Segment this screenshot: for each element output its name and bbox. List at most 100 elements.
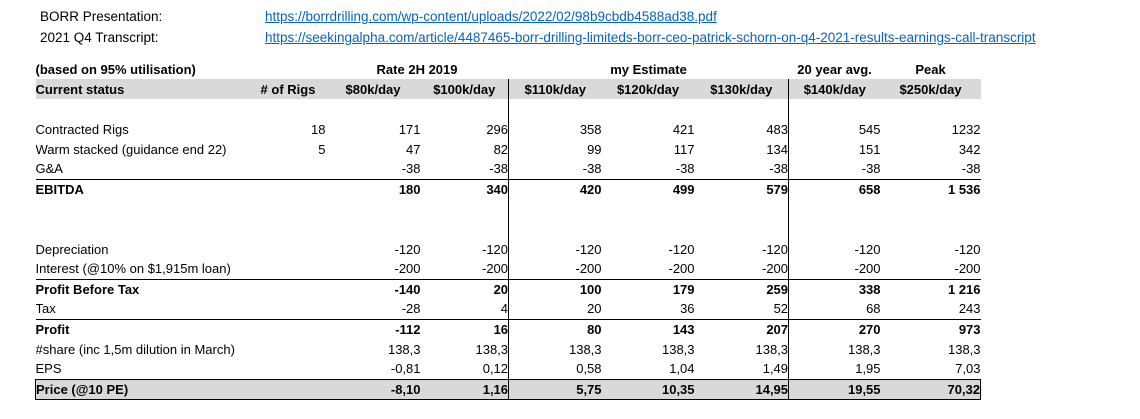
cell: 5 xyxy=(318,141,326,157)
row-label xyxy=(36,219,251,239)
cell: 1,04 xyxy=(669,361,695,377)
cell: 134 xyxy=(766,141,789,157)
presentation-label: BORR Presentation: xyxy=(40,9,163,24)
column-header-250k: $250k/day xyxy=(880,79,981,99)
transcript-link[interactable]: https://seekingalpha.com/article/4487465… xyxy=(265,30,1036,45)
group-rate-2h-2019: Rate 2H 2019 xyxy=(376,61,458,77)
row-label: Depreciation xyxy=(35,241,109,257)
cell xyxy=(421,199,509,219)
cell: 243 xyxy=(958,301,981,317)
cell xyxy=(251,359,326,379)
cell xyxy=(251,99,326,119)
table-row: Profit Before Tax -140 20 100 179 259 338 1 216 xyxy=(35,278,981,299)
cell xyxy=(695,99,789,119)
column-header-row: Current status # of Rigs $80k/day $100k/… xyxy=(35,79,981,99)
cell: 296 xyxy=(486,121,509,137)
row-label: EPS xyxy=(35,361,62,377)
cell: 420 xyxy=(508,178,602,199)
cell: -200 xyxy=(668,261,695,277)
cell: -120 xyxy=(668,241,695,257)
column-header-100k: $100k/day xyxy=(420,79,509,99)
cell: 1 536 xyxy=(880,178,981,199)
cell: 358 xyxy=(508,119,602,139)
cell: 52 xyxy=(773,301,789,317)
cell: 47 xyxy=(406,141,421,157)
cell: 70,32 xyxy=(880,378,982,400)
row-label xyxy=(36,99,251,119)
link-row-presentation: BORR Presentation: https://borrdrilling.… xyxy=(40,6,1140,27)
table-row xyxy=(36,219,981,239)
cell: -200 xyxy=(394,261,421,277)
table-row: #share (inc 1,5m dilution in March) 138,3… xyxy=(36,339,981,359)
cell: 20 xyxy=(420,278,509,299)
cell: -38 xyxy=(508,159,602,179)
table-row: Price (@10 PE) -8,10 1,16 5,75 10,35 14,95 19,… xyxy=(35,378,982,400)
cell: 82 xyxy=(493,141,509,157)
cell: 338 xyxy=(788,278,881,299)
cell: 14,95 xyxy=(694,378,789,400)
cell: 0,12 xyxy=(482,361,509,377)
row-label: Price (@10 PE) xyxy=(35,378,251,400)
cell xyxy=(602,99,695,119)
group-my-estimate: my Estimate xyxy=(610,61,687,77)
column-header-110k: $110k/day xyxy=(508,79,602,99)
cell xyxy=(250,318,326,339)
cell: 7,03 xyxy=(955,361,981,377)
column-header-80k: $80k/day xyxy=(325,79,421,99)
cell: 579 xyxy=(694,178,789,199)
table-row: Contracted Rigs 18 171 296 358 421 483 545 1232 xyxy=(36,119,981,139)
cell: 18 xyxy=(311,121,326,137)
table-row xyxy=(36,199,981,219)
cell: 1,16 xyxy=(420,378,509,400)
cell: -8,10 xyxy=(325,378,421,400)
cell xyxy=(788,199,881,219)
table-row: Interest (@10% on $1,915m loan) -200 -200-… xyxy=(36,259,981,279)
cell: 138,3 xyxy=(661,341,695,357)
cell xyxy=(326,99,421,119)
cell: -140 xyxy=(325,278,421,299)
cell: 421 xyxy=(672,121,695,137)
cell xyxy=(602,199,695,219)
cell: 10,35 xyxy=(601,378,695,400)
row-label: Interest (@10% on $1,915m loan) xyxy=(35,261,231,277)
group-20-year-avg: 20 year avg. xyxy=(797,61,872,77)
cell: 138,3 xyxy=(475,341,509,357)
cell: -200 xyxy=(788,259,881,279)
cell xyxy=(421,219,509,239)
utilisation-note: (based on 95% utilisation) xyxy=(35,61,196,77)
cell xyxy=(251,199,326,219)
cell: 5,75 xyxy=(508,378,602,400)
cell: 1 216 xyxy=(880,278,981,299)
cell: -38 xyxy=(769,161,789,177)
cell xyxy=(251,339,326,359)
presentation-link[interactable]: https://borrdrilling.com/wp-content/uplo… xyxy=(265,9,717,24)
cell: 138,3 xyxy=(755,341,789,357)
group-header-row: (based on 95% utilisation) Rate 2H 2019 … xyxy=(36,59,981,79)
cell: 138,3 xyxy=(508,339,602,359)
cell: 179 xyxy=(601,278,695,299)
cell xyxy=(421,99,509,119)
column-header-130k: $130k/day xyxy=(694,79,789,99)
cell: -38 xyxy=(961,161,981,177)
cell: 340 xyxy=(420,178,509,199)
cell: -200 xyxy=(762,261,789,277)
row-label: EBITDA xyxy=(35,178,251,199)
cell: -38 xyxy=(489,161,509,177)
cell: 1,49 xyxy=(762,361,789,377)
cell: 0,58 xyxy=(508,359,602,379)
table-row: G&A -38 -38 -38 -38 -38 -38 -38 xyxy=(36,159,981,179)
cell: 1,95 xyxy=(788,359,881,379)
cell: 117 xyxy=(673,141,695,157)
cell: -120 xyxy=(954,241,981,257)
cell: 270 xyxy=(788,318,881,339)
table-row: Warm stacked (guidance end 22) 5 47 82 99 117… xyxy=(36,139,981,159)
cell xyxy=(251,219,326,239)
row-label: Profit Before Tax xyxy=(35,278,251,299)
cell: 138,3 xyxy=(788,339,881,359)
cell: -120 xyxy=(394,241,421,257)
cell: 658 xyxy=(788,178,881,199)
cell xyxy=(251,299,326,319)
cell: -38 xyxy=(788,159,881,179)
cell: 499 xyxy=(601,178,695,199)
